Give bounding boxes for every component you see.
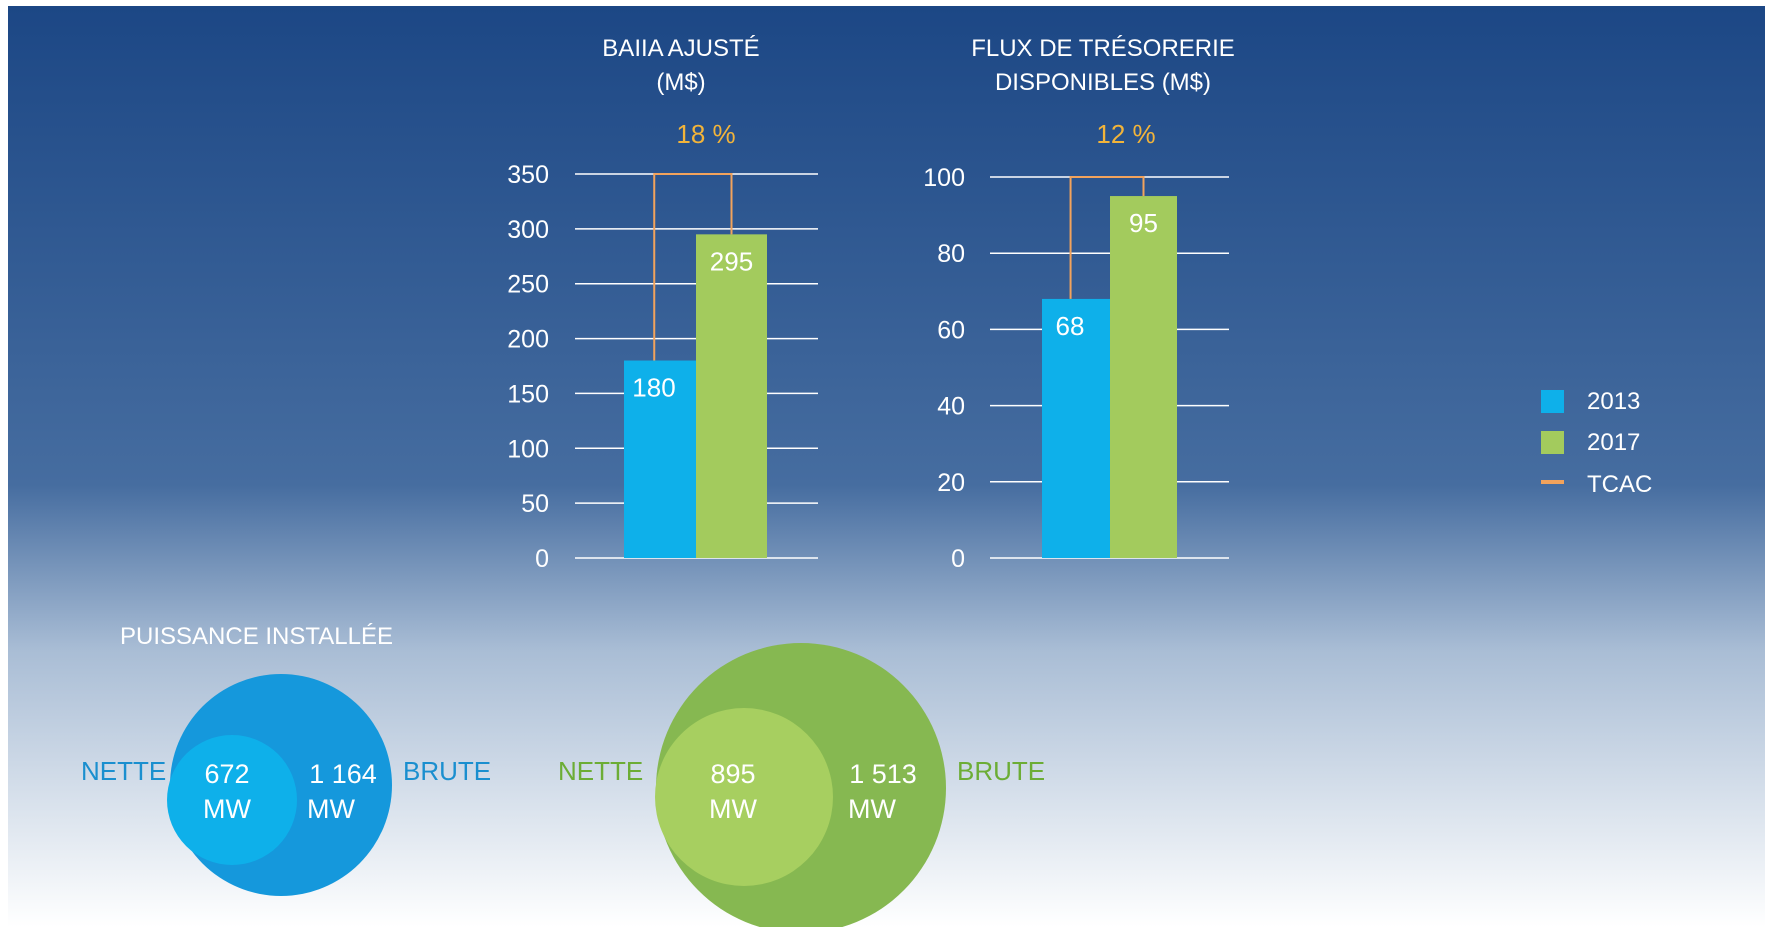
net-capacity-circle-2017: [655, 708, 833, 886]
legend-item-2013: 2013: [1541, 388, 1640, 415]
chart-baiia: BAIIA AJUSTÉ (M$) 18 % 0 50 100 150 200 250 30…: [507, 35, 818, 573]
y-tick-label: 150: [507, 380, 549, 408]
y-tick-label: 80: [937, 240, 965, 268]
gross-unit-2017: MW: [848, 794, 896, 824]
net-label-2013: NETTE: [81, 756, 166, 786]
legend-label-tcac: TCAC: [1587, 471, 1652, 498]
chart-title-line-2: DISPONIBLES (M$): [995, 69, 1211, 96]
y-tick-label: 300: [507, 216, 549, 244]
y-tick-label: 60: [937, 316, 965, 344]
legend-swatch-2013: [1541, 390, 1564, 413]
y-tick-label: 0: [535, 545, 549, 573]
cagr-label: 12 %: [1096, 119, 1155, 149]
y-tick-label: 100: [507, 435, 549, 463]
y-tick-label: 100: [923, 164, 965, 192]
bar-value-label: 295: [710, 246, 753, 276]
installed-power-2017: NETTE 895 MW 1 513 MW BRUTE: [558, 643, 1045, 932]
legend: 2013 2017 TCAC: [1541, 388, 1652, 498]
y-tick-label: 0: [951, 545, 965, 573]
legend-swatch-2017: [1541, 431, 1564, 454]
net-value-2017: 895: [710, 759, 755, 789]
y-tick-label: 20: [937, 469, 965, 497]
bar-value-label: 95: [1129, 208, 1158, 238]
legend-item-2017: 2017: [1541, 429, 1640, 456]
net-value-2013: 672: [204, 759, 249, 789]
installed-power-title: PUISSANCE INSTALLÉE: [120, 623, 393, 650]
bar-2017: [1110, 196, 1177, 559]
y-tick-label: 350: [507, 161, 549, 189]
installed-power-2013: NETTE 672 MW 1 164 MW BRUTE: [81, 674, 491, 896]
cagr-label: 18 %: [676, 119, 735, 149]
y-tick-label: 250: [507, 271, 549, 299]
legend-label-2017: 2017: [1587, 429, 1640, 456]
gross-unit-2013: MW: [307, 794, 355, 824]
legend-item-tcac: TCAC: [1541, 471, 1652, 498]
bar-2013: [1042, 298, 1110, 558]
y-tick-label: 50: [521, 490, 549, 518]
chart-title-line-1: BAIIA AJUSTÉ: [602, 35, 759, 62]
gross-value-2017: 1 513: [849, 759, 917, 789]
chart-title-line-2: (M$): [656, 69, 705, 96]
gross-label-2013: BRUTE: [403, 756, 491, 786]
tcac-bracket: [1069, 176, 1145, 299]
bar-2017: [696, 234, 767, 559]
bar-2013: [624, 360, 696, 558]
installed-power-section: PUISSANCE INSTALLÉE NETTE 672 MW 1 164 M…: [81, 623, 1045, 932]
y-tick-label: 200: [507, 326, 549, 354]
gross-label-2017: BRUTE: [957, 756, 1045, 786]
y-tick-label: 40: [937, 393, 965, 421]
net-unit-2017: MW: [709, 794, 757, 824]
legend-swatch-tcac: [1541, 480, 1564, 484]
net-capacity-circle-2013: [167, 735, 297, 865]
net-unit-2013: MW: [203, 794, 251, 824]
bar-value-label: 180: [632, 373, 675, 403]
bar-value-label: 68: [1056, 311, 1085, 341]
legend-label-2013: 2013: [1587, 388, 1640, 415]
chart-title-line-1: FLUX DE TRÉSORERIE: [971, 35, 1235, 62]
chart-flux-tresorerie: FLUX DE TRÉSORERIE DISPONIBLES (M$) 12 %…: [923, 35, 1235, 573]
gross-value-2013: 1 164: [309, 759, 377, 789]
tcac-bracket: [653, 173, 733, 361]
net-label-2017: NETTE: [558, 756, 643, 786]
